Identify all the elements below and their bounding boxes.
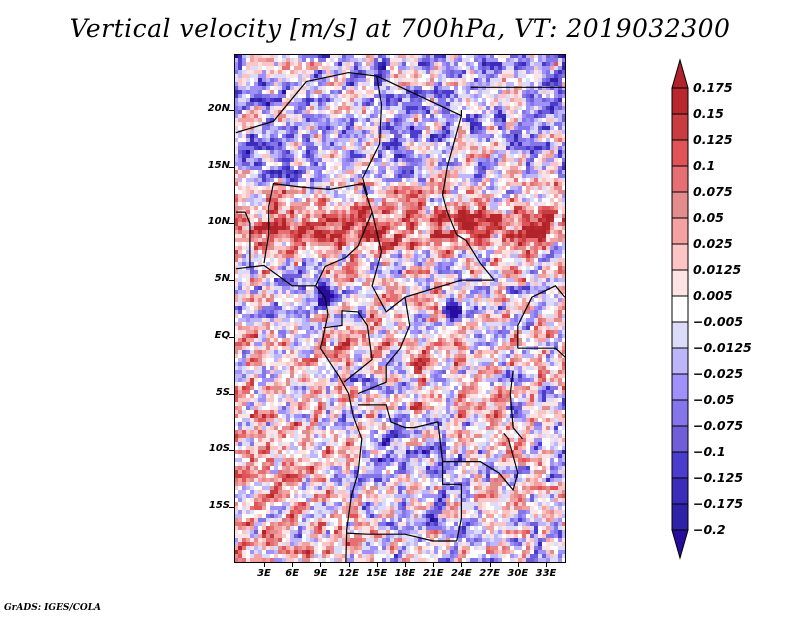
colorbar-label: 0.05 bbox=[693, 210, 724, 225]
lon-tick-mark bbox=[405, 563, 406, 567]
lon-tick-mark bbox=[517, 563, 519, 567]
border-niger-libya bbox=[235, 71, 377, 134]
lat-tick-mark bbox=[229, 393, 234, 395]
border-car-sudan bbox=[456, 234, 495, 281]
lon-tick-mark bbox=[348, 563, 350, 567]
colorbar-extend-min bbox=[671, 529, 689, 560]
lat-tick-label: 10N bbox=[207, 216, 230, 228]
lon-tick-mark bbox=[433, 563, 435, 567]
colorbar-segment bbox=[671, 87, 689, 115]
border-tanzania bbox=[517, 347, 566, 359]
colorbar-segment bbox=[671, 373, 689, 401]
border-uganda-kenya bbox=[517, 285, 566, 349]
lon-tick-label: 3E bbox=[257, 568, 271, 579]
colorbar-extend-max bbox=[671, 58, 689, 89]
lat-tick-label: 5S bbox=[215, 386, 230, 398]
border-cameroon-car bbox=[371, 211, 495, 313]
colorbar-segment bbox=[671, 451, 689, 479]
colorbar-segment bbox=[671, 321, 689, 349]
chart-title: Vertical velocity [m/s] at 700hPa, VT: 2… bbox=[69, 14, 731, 43]
coastline-west-africa bbox=[235, 264, 363, 563]
colorbar-label: 0.005 bbox=[693, 288, 733, 303]
colorbar-label: 0.175 bbox=[693, 80, 733, 95]
lon-tick-label: 15E bbox=[366, 568, 388, 579]
border-drc-zambia bbox=[461, 432, 519, 492]
border-angola-namibia bbox=[346, 532, 457, 542]
colorbar-label: −0.0125 bbox=[693, 340, 752, 355]
colorbar-segment bbox=[671, 217, 689, 245]
lon-tick-mark bbox=[461, 563, 463, 567]
lat-tick-label: 15N bbox=[207, 159, 230, 171]
colorbar-label: −0.175 bbox=[693, 496, 744, 511]
lat-tick-label: 20N bbox=[207, 103, 230, 114]
colorbar-label: 0.0125 bbox=[693, 262, 742, 277]
border-angola-zambia bbox=[442, 461, 462, 542]
lat-tick-label: 5N bbox=[214, 273, 230, 285]
lon-tick-mark bbox=[292, 563, 294, 567]
colorbar-segment bbox=[671, 269, 689, 297]
lon-tick-mark bbox=[264, 563, 265, 567]
colorbar-segment bbox=[671, 243, 689, 271]
colorbar-label: 0.1 bbox=[693, 158, 716, 173]
lat-tick-label: 10S bbox=[208, 443, 230, 455]
border-libya-chad bbox=[376, 75, 462, 117]
colorbar-segment bbox=[671, 165, 689, 193]
colorbar-label: 0.025 bbox=[693, 236, 733, 251]
colorbar-segment bbox=[671, 425, 689, 453]
map-plot-area bbox=[234, 54, 566, 563]
lon-tick-mark bbox=[489, 563, 491, 567]
colorbar-segment bbox=[671, 113, 689, 141]
lon-tick-label: 12E bbox=[338, 568, 359, 579]
colorbar-segment bbox=[671, 139, 689, 167]
lat-tick-mark bbox=[229, 280, 234, 282]
lat-tick-label: 15S bbox=[208, 500, 230, 511]
colorbar-label: −0.2 bbox=[693, 522, 726, 537]
colorbar-label: 0.075 bbox=[693, 184, 733, 199]
velocity-field-cells bbox=[234, 54, 566, 563]
border-chad-sudan bbox=[441, 110, 462, 236]
colorbar-label: −0.075 bbox=[693, 418, 744, 433]
border-drc-north bbox=[357, 297, 411, 395]
lon-tick-label: 21E bbox=[422, 568, 444, 579]
border-niger-chad bbox=[362, 75, 383, 196]
border-nigeria bbox=[263, 183, 373, 287]
vertical-velocity-field bbox=[234, 54, 566, 563]
colorbar-segment bbox=[671, 191, 689, 219]
lat-tick-mark bbox=[229, 223, 234, 225]
colorbar-label: −0.125 bbox=[693, 470, 744, 485]
colorbar-segment bbox=[671, 477, 689, 505]
lon-tick-label: 6E bbox=[285, 568, 300, 579]
colorbar-segment bbox=[671, 503, 689, 531]
lon-tick-label: 30E bbox=[507, 568, 529, 579]
colorbar-label: 0.15 bbox=[693, 106, 724, 121]
colorbar-segment bbox=[671, 399, 689, 427]
lon-tick-label: 33E bbox=[535, 568, 557, 579]
lat-tick-mark bbox=[229, 450, 234, 452]
colorbar-segment bbox=[671, 347, 689, 375]
colorbar-label: −0.005 bbox=[693, 314, 744, 329]
east-lakes bbox=[509, 370, 523, 440]
lon-tick-mark bbox=[376, 563, 378, 567]
colorbar-label: −0.05 bbox=[693, 392, 735, 407]
lon-tick-mark bbox=[546, 563, 547, 567]
lat-tick-mark bbox=[229, 166, 234, 168]
border-west bbox=[235, 211, 251, 267]
colorbar-label: 0.125 bbox=[693, 132, 733, 147]
lat-tick-mark bbox=[229, 507, 234, 508]
colorbar-label: −0.1 bbox=[693, 444, 726, 459]
lon-tick-mark bbox=[320, 563, 322, 567]
colorbar-label: −0.025 bbox=[693, 366, 744, 381]
lat-tick-mark bbox=[229, 110, 234, 111]
grads-credit: GrADS: IGES/COLA bbox=[4, 603, 102, 613]
lon-tick-label: 27E bbox=[479, 568, 500, 579]
lon-tick-label: 9E bbox=[313, 568, 328, 579]
border-gabon bbox=[323, 310, 373, 383]
border-drc-angola bbox=[358, 404, 462, 463]
colorbar-segment bbox=[671, 295, 689, 323]
lon-tick-label: 24E bbox=[451, 568, 472, 579]
lat-tick-label: EQ bbox=[214, 329, 230, 341]
lat-tick-mark bbox=[229, 336, 234, 338]
colorbar bbox=[671, 58, 689, 560]
lon-tick-label: 18E bbox=[394, 568, 416, 579]
